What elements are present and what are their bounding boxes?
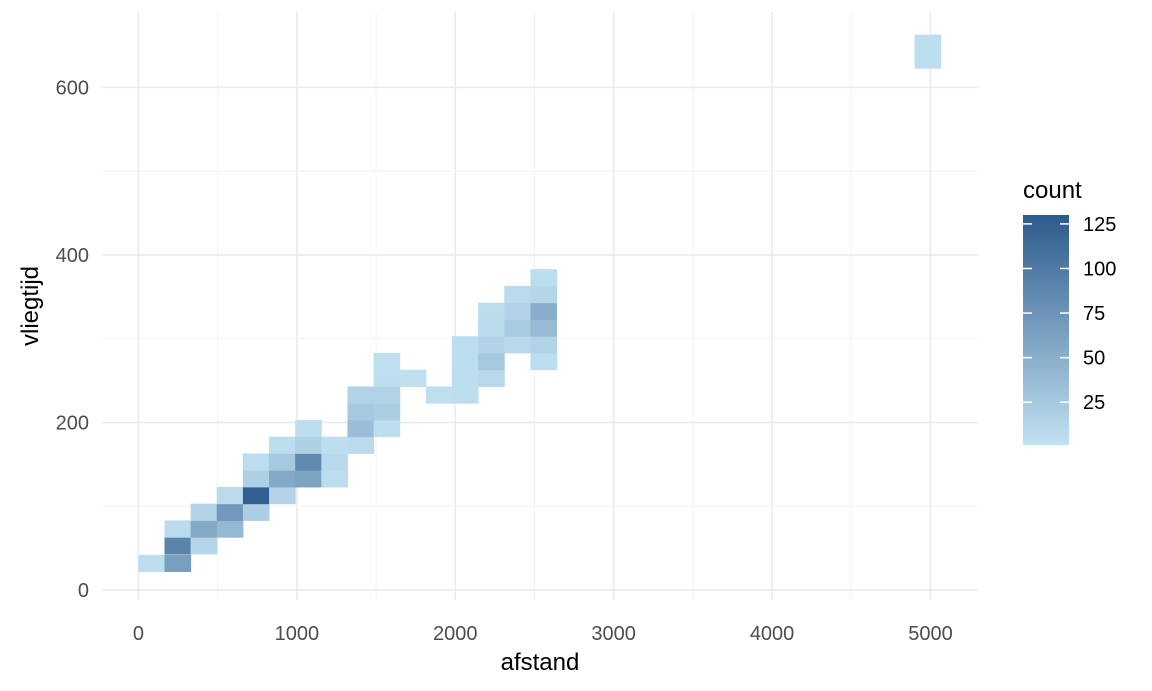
x-tick-label: 2000 [433, 623, 478, 645]
legend-tick-label: 100 [1083, 258, 1116, 280]
heatmap-bin [295, 470, 322, 488]
heatmap-bin [138, 554, 165, 573]
y-tick-label: 200 [56, 412, 89, 434]
heatmap-bin [914, 34, 942, 52]
heatmap-bin [504, 336, 531, 354]
heatmap-bin [269, 470, 296, 488]
heatmap-bin [373, 386, 401, 404]
legend-tick-label: 125 [1083, 214, 1116, 236]
heatmap-bin [242, 470, 270, 488]
x-axis-title: afstand [501, 649, 580, 676]
heatmap-bin [347, 403, 375, 421]
heatmap-bin [452, 336, 479, 354]
heatmap-bin [530, 336, 558, 354]
heatmap-bin [914, 51, 942, 69]
heatmap-bin [347, 419, 375, 438]
heatmap-bin [216, 486, 244, 505]
x-axis-ticks: 0 1000 2000 3000 4000 5000 [133, 623, 953, 645]
y-axis-title: vliegtijd [17, 266, 44, 346]
y-tick-label: 0 [78, 580, 89, 602]
legend-tick-label: 75 [1083, 303, 1105, 325]
x-tick-label: 3000 [591, 623, 636, 645]
x-tick-label: 4000 [750, 623, 795, 645]
y-axis-ticks: 0 200 400 600 [56, 77, 89, 602]
heatmap-bin [242, 453, 270, 471]
heatmap-bin [242, 486, 270, 505]
heatmap-bin [373, 369, 401, 387]
heatmap-bin [321, 453, 348, 471]
x-tick-label: 1000 [275, 623, 320, 645]
legend-tick-label: 25 [1083, 392, 1105, 414]
heatmap-bin [164, 520, 192, 538]
heatmap-bin [530, 302, 558, 320]
legend: count 25 50 75 100 125 [1023, 177, 1116, 445]
heatmap-bin [347, 436, 375, 454]
heatmap-bin [373, 419, 401, 438]
grid-lines [102, 12, 978, 600]
legend-ticks: 25 50 75 100 125 [1023, 214, 1116, 414]
heatmap-bin [373, 403, 401, 421]
heatmap-bin [164, 554, 192, 573]
heatmap-bin [295, 436, 322, 454]
heatmap-bins [138, 34, 942, 573]
heatmap-bin [452, 369, 479, 387]
heatmap-bin [530, 352, 558, 371]
heatmap-bin [190, 503, 218, 521]
heatmap-bin [190, 520, 218, 538]
heatmap-bin [164, 537, 192, 555]
x-tick-label: 5000 [908, 623, 953, 645]
heatmap-bin [530, 285, 558, 304]
heatmap-bin [504, 302, 531, 320]
heatmap-bin [399, 369, 427, 387]
heatmap-bin [295, 453, 322, 471]
heatmap-bin [269, 453, 296, 471]
heatmap-bin [478, 336, 505, 354]
heatmap-bin [478, 352, 505, 371]
heatmap-bin [504, 285, 531, 304]
heatmap-bin [373, 352, 401, 371]
heatmap-bin [347, 386, 375, 404]
heatmap-bin [269, 486, 296, 505]
heatmap-bin [478, 369, 505, 387]
heatmap-bin [321, 470, 348, 488]
y-tick-label: 400 [56, 245, 89, 267]
y-tick-label: 600 [56, 77, 89, 99]
heatmap-bin [478, 302, 505, 320]
heatmap-bin [190, 537, 218, 555]
heatmap-bin [216, 520, 244, 538]
heatmap-bin [242, 503, 270, 521]
legend-tick-label: 50 [1083, 348, 1105, 370]
heatmap-bin [452, 352, 479, 371]
heatmap-bin [478, 319, 505, 337]
heatmap-bin [425, 386, 453, 404]
heatmap-bin [295, 419, 322, 438]
heatmap-bin [530, 269, 558, 287]
legend-colorbar [1023, 215, 1069, 445]
legend-title: count [1023, 177, 1082, 204]
heatmap-bin [269, 436, 296, 454]
heatmap-bin [452, 386, 479, 404]
x-tick-label: 0 [133, 623, 144, 645]
heatmap-bin [321, 436, 348, 454]
heatmap-bin [216, 503, 244, 521]
heatmap-bin [530, 319, 558, 337]
heatmap-bin [504, 319, 531, 337]
